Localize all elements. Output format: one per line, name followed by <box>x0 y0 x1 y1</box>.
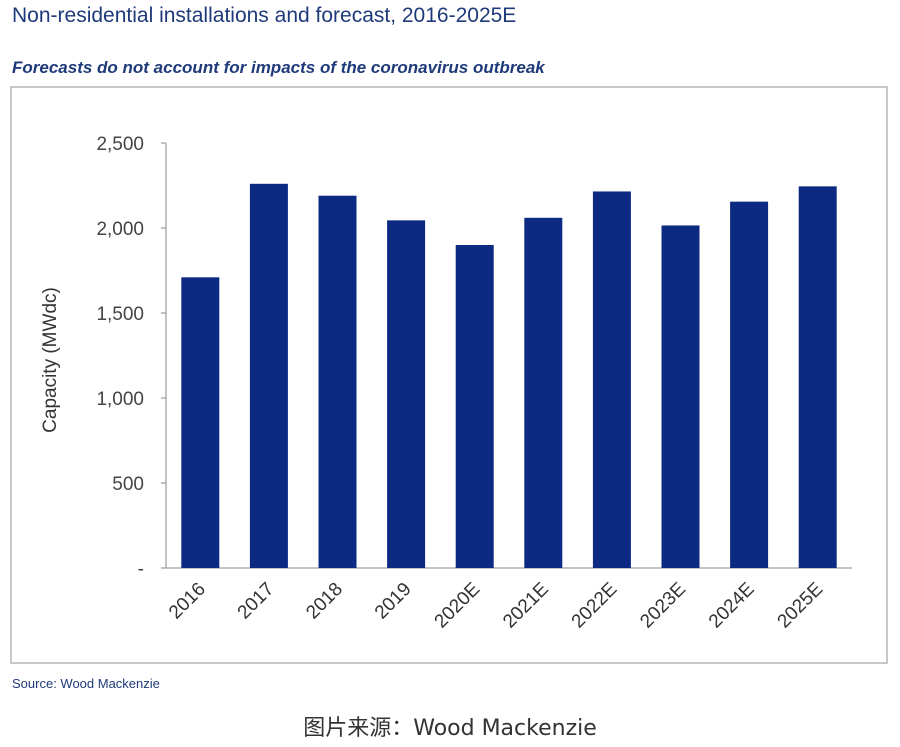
bar <box>592 191 631 568</box>
y-axis-label: Capacity (MWdc) <box>40 287 61 433</box>
x-tick-label: 2022E <box>568 579 622 633</box>
bar <box>387 220 426 568</box>
bar <box>661 225 700 568</box>
x-tick-label: 2025E <box>774 579 828 633</box>
bar <box>455 245 494 568</box>
image-caption: 图片来源：Wood Mackenzie <box>303 716 597 741</box>
x-tick-label: 2020E <box>431 579 485 633</box>
y-tick-label: - <box>138 559 144 580</box>
chart-subtitle: Forecasts do not account for impacts of … <box>12 58 545 77</box>
chart-title: Non-residential installations and foreca… <box>12 4 517 27</box>
x-tick-label: 2021E <box>499 579 553 633</box>
bar <box>318 195 357 568</box>
y-tick-label: 2,000 <box>96 219 144 240</box>
chart-frame <box>10 86 888 664</box>
x-tick-label: 2023E <box>636 579 690 633</box>
source-note: Source: Wood Mackenzie <box>12 676 160 691</box>
x-tick-label: 2017 <box>234 579 279 624</box>
y-tick-label: 2,500 <box>96 134 144 155</box>
x-tick-label: 2024E <box>705 579 759 633</box>
bar <box>249 183 288 569</box>
y-tick-label: 1,000 <box>96 389 144 410</box>
bar <box>730 201 769 568</box>
bar <box>181 277 220 568</box>
bar <box>524 217 563 569</box>
y-tick-label: 500 <box>112 474 144 495</box>
x-tick-label: 2018 <box>302 579 347 624</box>
bar <box>798 186 837 568</box>
y-tick-label: 1,500 <box>96 304 144 325</box>
x-tick-label: 2019 <box>371 579 416 624</box>
x-tick-label: 2016 <box>165 579 210 624</box>
